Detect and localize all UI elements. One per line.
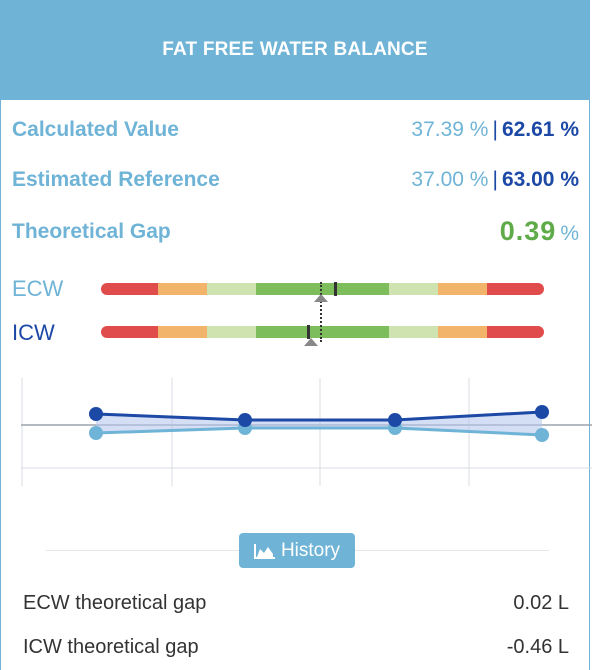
- theoretical-gap-value: 0.39: [499, 216, 557, 246]
- estimated-reference-row: Estimated Reference 37.00 % | 63.00 %: [12, 168, 579, 192]
- calculated-value-label: Calculated Value: [12, 118, 179, 141]
- history-button[interactable]: History: [239, 533, 355, 568]
- area-chart-icon: [253, 543, 275, 559]
- ecw-range-bar: [101, 283, 544, 295]
- icw-range-bar: [101, 326, 544, 338]
- bar-segment-lightgreen: [389, 326, 438, 338]
- bar-segment-orange: [438, 283, 487, 295]
- theoretical-gap-row: Theoretical Gap 0.39 %: [12, 216, 579, 247]
- estimated-ecw-value: 37.00 %: [411, 168, 489, 191]
- estimated-reference-label: Estimated Reference: [12, 168, 220, 191]
- card-title: FAT FREE WATER BALANCE: [162, 39, 428, 60]
- bar-segment-red: [487, 326, 544, 338]
- icw-point: [388, 413, 402, 427]
- card-header: FAT FREE WATER BALANCE: [1, 0, 589, 100]
- bar-segment-red: [101, 326, 158, 338]
- icw-theoretical-gap-row: ICW theoretical gap -0.46 L: [23, 636, 569, 659]
- bar-segment-red: [101, 283, 158, 295]
- ecw-theoretical-gap-row: ECW theoretical gap 0.02 L: [23, 592, 569, 615]
- theoretical-gap-values: 0.39 %: [500, 216, 579, 247]
- value-separator: |: [492, 118, 498, 141]
- bar-segment-orange: [438, 326, 487, 338]
- icw-bar-label: ICW: [12, 320, 55, 345]
- estimated-icw-value: 63.00 %: [501, 168, 579, 191]
- calculated-icw-value: 62.61 %: [501, 118, 579, 141]
- bar-segment-lightgreen: [389, 283, 438, 295]
- bar-segment-lightgreen: [207, 326, 256, 338]
- calculated-value-row: Calculated Value 37.39 % | 62.61 %: [12, 118, 579, 142]
- history-button-label: History: [280, 539, 341, 561]
- bar-segment-orange: [158, 326, 207, 338]
- icw-point: [89, 407, 103, 421]
- ecw-point: [535, 428, 549, 442]
- bar-segment-green: [256, 326, 389, 338]
- theoretical-gap-unit: %: [560, 222, 579, 245]
- history-chart: [21, 378, 592, 486]
- ecw-calculated-marker: [334, 282, 337, 296]
- bar-segment-red: [487, 283, 544, 295]
- reference-dotted-line: [320, 282, 322, 342]
- series-line-ecw: [95, 426, 543, 437]
- bar-segment-green: [256, 283, 389, 295]
- icw-calculated-marker: [307, 325, 310, 339]
- ecw-theoretical-gap-label: ECW theoretical gap: [23, 592, 207, 614]
- bar-segment-lightgreen: [207, 283, 256, 295]
- icw-theoretical-gap-value: -0.46 L: [506, 636, 569, 658]
- ecw-bar-label: ECW: [12, 276, 64, 301]
- estimated-reference-values: 37.00 % | 63.00 %: [411, 168, 579, 192]
- icw-point: [238, 413, 252, 427]
- chart-points: [89, 405, 549, 442]
- series-line-icw: [95, 410, 543, 422]
- ecw-reference-triangle-icon: [314, 294, 328, 302]
- theoretical-gap-label: Theoretical Gap: [12, 219, 171, 243]
- icw-reference-triangle-icon: [304, 338, 318, 346]
- value-separator: |: [492, 168, 498, 191]
- ecw-theoretical-gap-value: 0.02 L: [513, 592, 569, 614]
- bar-segment-orange: [158, 283, 207, 295]
- calculated-value-values: 37.39 % | 62.61 %: [411, 118, 579, 142]
- ecw-point: [89, 426, 103, 440]
- icw-point: [535, 405, 549, 419]
- calculated-ecw-value: 37.39 %: [411, 118, 489, 141]
- icw-theoretical-gap-label: ICW theoretical gap: [23, 636, 199, 658]
